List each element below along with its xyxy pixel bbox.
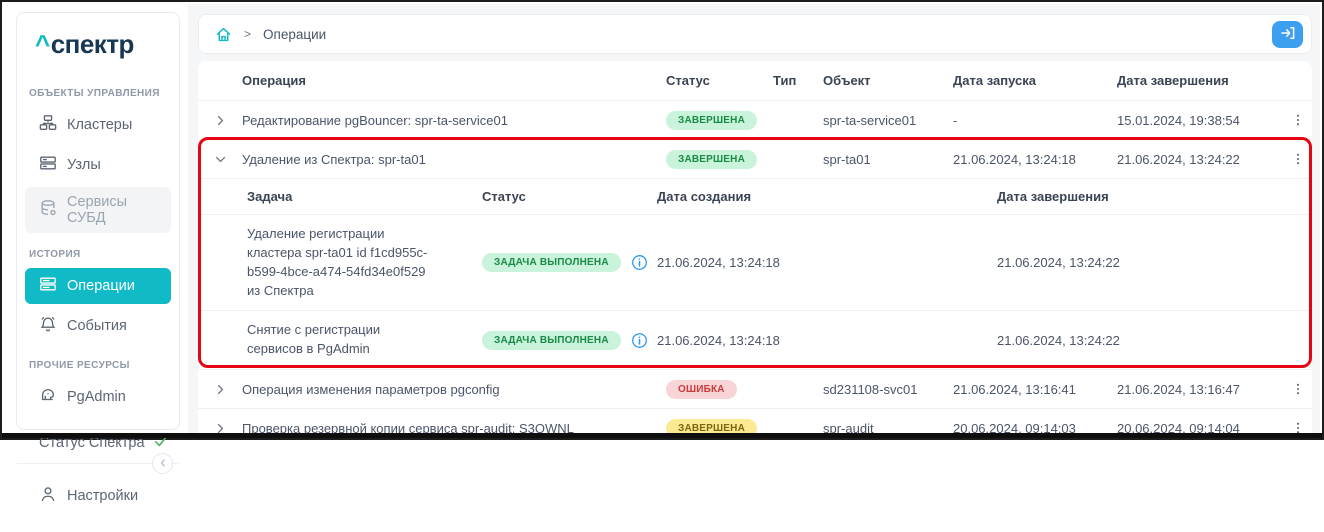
sidebar-footer: Настройки [17, 453, 179, 532]
database-services-icon [39, 199, 57, 221]
home-icon[interactable] [215, 26, 232, 43]
row-menu-button[interactable] [1278, 113, 1312, 127]
task-status-badge: ЗАДАЧА ВЫПОЛНЕНА [482, 253, 621, 273]
finished-cell: 21.06.2024, 13:24:22 [997, 255, 1120, 271]
sidebar-item-operations[interactable]: Операции [25, 268, 171, 304]
subcol-header-finished: Дата завершения [997, 189, 1109, 204]
col-header-object: Объект [823, 73, 871, 88]
col-header-finished: Дата завершения [1117, 73, 1229, 88]
chevron-right-icon[interactable] [198, 422, 242, 433]
object-cell: sd231108-svc01 [823, 381, 918, 397]
col-header-status: Статус [666, 73, 710, 88]
chevron-right-icon[interactable] [198, 383, 242, 396]
subcol-header-status: Статус [482, 189, 526, 204]
logo-caret: ^ [35, 29, 50, 59]
sidebar-item-label: События [67, 318, 127, 334]
table-row[interactable]: Проверка резервной копии сервиса spr-aud… [198, 409, 1312, 433]
col-header-operation: Операция [242, 73, 306, 88]
sidebar-item-settings[interactable]: Настройки [25, 478, 171, 514]
sidebar-item-label: Настройки [67, 488, 139, 504]
chevron-left-icon [158, 457, 168, 471]
main-area: > Операции Операция Статус Тип Объект Да… [188, 4, 1320, 433]
nodes-icon [39, 154, 57, 176]
alarm-bell-icon [39, 315, 57, 337]
expanded-operation-block: Удаление из Спектра: spr-ta01 ЗАВЕРШЕНА … [198, 137, 1312, 371]
table-header-row: Операция Статус Тип Объект Дата запуска … [198, 61, 1312, 101]
finished-cell: 20.06.2024, 09:14:04 [1117, 420, 1240, 433]
table-row[interactable]: Операция изменения параметров pgconfig О… [198, 370, 1312, 410]
table-row[interactable]: Редактирование pgBouncer: spr-ta-service… [198, 101, 1312, 140]
row-menu-button[interactable] [1278, 152, 1312, 166]
operation-cell: Редактирование pgBouncer: spr-ta-service… [242, 112, 508, 128]
cluster-icon [39, 114, 57, 136]
operations-icon [39, 275, 57, 297]
started-cell: 21.06.2024, 13:16:41 [953, 381, 1076, 397]
sidebar-item-events[interactable]: События [25, 308, 171, 344]
sidebar-item-clusters[interactable]: Кластеры [25, 107, 171, 143]
finished-cell: 21.06.2024, 13:24:22 [997, 332, 1120, 348]
col-header-type: Тип [773, 73, 797, 88]
bottom-edge-bar [2, 433, 1322, 438]
breadcrumb: > Операции [215, 26, 326, 43]
status-badge: ЗАВЕРШЕНА [666, 110, 758, 130]
operations-table: Операция Статус Тип Объект Дата запуска … [198, 61, 1312, 433]
sidebar-item-label: Кластеры [67, 117, 133, 133]
operation-cell: Операция изменения параметров pgconfig [242, 381, 500, 397]
status-badge: ЗАВЕРШЕНА [666, 418, 758, 433]
subtable-row: Удаление регистрации кластера spr-ta01 i… [198, 215, 1312, 312]
section-label-history: ИСТОРИЯ [29, 249, 81, 260]
sidebar-item-label: Узлы [67, 157, 101, 173]
sidebar-item-label: PgAdmin [67, 389, 126, 405]
section-label-other-resources: ПРОЧИЕ РЕСУРСЫ [29, 360, 130, 371]
finished-cell: 21.06.2024, 13:16:47 [1117, 381, 1240, 397]
finished-cell: 21.06.2024, 13:24:22 [1117, 151, 1240, 167]
status-badge: ЗАВЕРШЕНА [666, 149, 758, 169]
started-cell: - [953, 112, 958, 128]
chevron-right-icon[interactable] [198, 114, 242, 127]
sidebar: ^ спектр ОБЪЕКТЫ УПРАВЛЕНИЯ Кластеры Узлы… [16, 12, 180, 504]
chevron-down-icon[interactable] [198, 153, 242, 166]
person-icon [39, 485, 57, 507]
object-cell: spr-ta-service01 [823, 112, 917, 128]
elephant-icon [39, 386, 57, 408]
logout-button[interactable] [1272, 20, 1303, 48]
sidebar-item-pgadmin[interactable]: PgAdmin [25, 379, 171, 415]
task-cell: Снятие с регистрации сервисов в PgAdmin [247, 322, 381, 357]
row-menu-button[interactable] [1278, 421, 1312, 433]
app-logo: ^ спектр [17, 13, 179, 74]
started-cell: 20.06.2024, 09:14:03 [953, 420, 1076, 433]
finished-cell: 15.01.2024, 19:38:54 [1117, 112, 1240, 128]
status-badge: ОШИБКА [666, 379, 737, 399]
sidebar-collapse-button[interactable] [152, 453, 173, 474]
created-cell: 21.06.2024, 13:24:18 [657, 255, 780, 271]
object-cell: spr-ta01 [823, 151, 871, 167]
subcol-header-created: Дата создания [657, 189, 752, 204]
row-menu-button[interactable] [1278, 382, 1312, 396]
logo-word: спектр [50, 29, 135, 59]
logout-icon [1280, 25, 1296, 44]
subtable-row: Снятие с регистрации сервисов в PgAdmin … [198, 311, 1312, 371]
task-cell: Удаление регистрации кластера spr-ta01 i… [247, 226, 428, 298]
breadcrumb-bar: > Операции [198, 14, 1312, 54]
sidebar-item-label: Операции [67, 278, 135, 294]
subcol-header-task: Задача [247, 189, 293, 204]
section-label-objects: ОБЪЕКТЫ УПРАВЛЕНИЯ [29, 88, 160, 99]
sidebar-item-label: Сервисы СУБД [67, 194, 128, 226]
breadcrumb-separator: > [244, 27, 252, 41]
started-cell: 21.06.2024, 13:24:18 [953, 151, 1076, 167]
col-header-started: Дата запуска [953, 73, 1036, 88]
info-icon[interactable] [631, 332, 648, 349]
info-icon[interactable] [631, 254, 648, 271]
task-status-badge: ЗАДАЧА ВЫПОЛНЕНА [482, 330, 621, 350]
created-cell: 21.06.2024, 13:24:18 [657, 332, 780, 348]
sidebar-item-dbms-services[interactable]: Сервисы СУБД [25, 187, 171, 233]
subtable-header-row: Задача Статус Дата создания Дата заверше… [198, 179, 1312, 215]
breadcrumb-current: Операции [263, 26, 327, 42]
sidebar-item-nodes[interactable]: Узлы [25, 147, 171, 183]
operation-cell: Удаление из Спектра: spr-ta01 [242, 151, 426, 167]
object-cell: spr-audit [823, 420, 874, 433]
operation-cell: Проверка резервной копии сервиса spr-aud… [242, 420, 574, 433]
table-row-expanded[interactable]: Удаление из Спектра: spr-ta01 ЗАВЕРШЕНА … [198, 140, 1312, 179]
